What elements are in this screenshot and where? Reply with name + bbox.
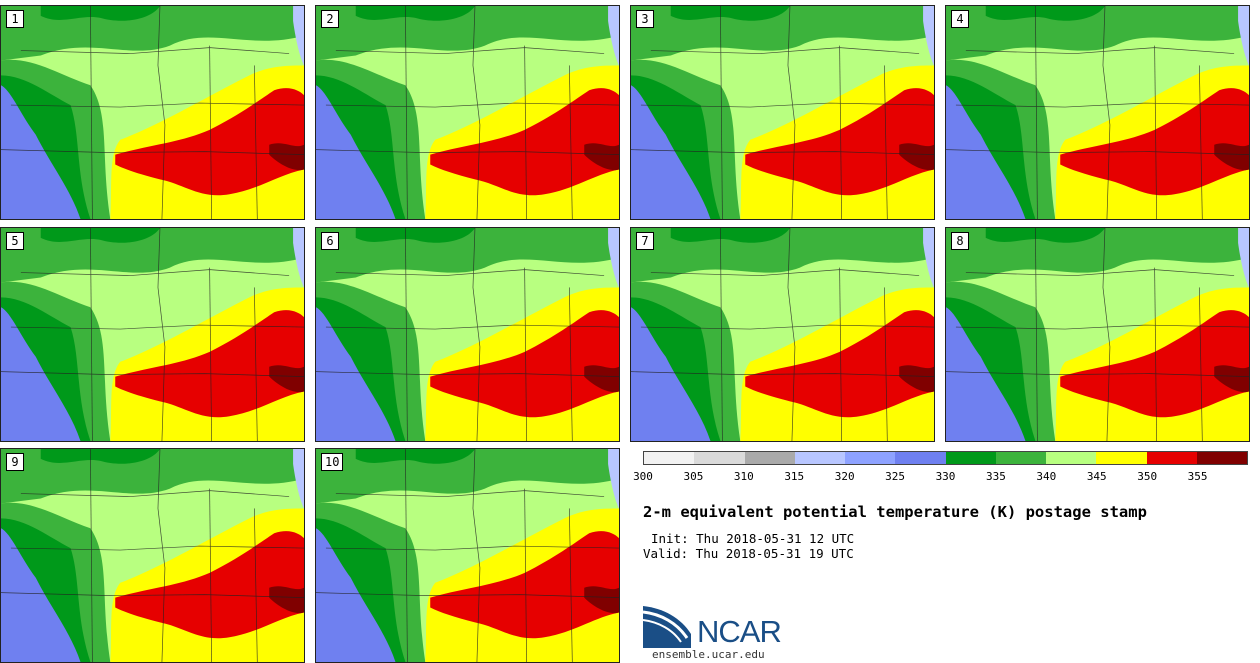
colorbar-segment [744, 452, 795, 464]
member-panel: 4 [945, 5, 1250, 220]
colorbar-segment [694, 452, 745, 464]
member-label: 7 [636, 232, 654, 250]
member-panel: 3 [630, 5, 935, 220]
valid-time: Valid: Thu 2018-05-31 19 UTC [643, 546, 854, 561]
member-label: 9 [6, 453, 24, 471]
ncar-logo-icon [643, 606, 691, 648]
colorbar-tick-label: 325 [885, 470, 906, 483]
website-label: ensemble.ucar.edu [652, 648, 765, 661]
colorbar-segment [644, 452, 695, 464]
colorbar-tick-label: 315 [784, 470, 805, 483]
member-label: 2 [321, 10, 339, 28]
colorbar-tick-label: 310 [733, 470, 754, 483]
map-canvas [1, 449, 304, 662]
colorbar-tick-label: 300 [633, 470, 653, 483]
colorbar [643, 451, 1248, 465]
member-label: 4 [951, 10, 969, 28]
member-label: 8 [951, 232, 969, 250]
colorbar-tick-label: 320 [834, 470, 855, 483]
map-canvas [946, 228, 1249, 441]
member-label: 5 [6, 232, 24, 250]
colorbar-segment [1096, 452, 1147, 464]
colorbar-tick-label: 305 [683, 470, 704, 483]
member-panel: 10 [315, 448, 620, 663]
map-canvas [946, 6, 1249, 219]
init-time: Init: Thu 2018-05-31 12 UTC [651, 531, 855, 546]
figure-title: 2-m equivalent potential temperature (K)… [643, 503, 1147, 521]
map-canvas [316, 449, 619, 662]
colorbar-tick-label: 355 [1187, 470, 1208, 483]
member-panel: 2 [315, 5, 620, 220]
member-panel: 9 [0, 448, 305, 663]
member-label: 10 [321, 453, 344, 471]
ncar-logo-text: NCAR [697, 614, 782, 649]
colorbar-tick-label: 340 [1036, 470, 1057, 483]
member-label: 1 [6, 10, 24, 28]
map-canvas [1, 228, 304, 441]
colorbar-segment [945, 452, 996, 464]
colorbar-tick-label: 330 [935, 470, 956, 483]
colorbar-tick-label: 335 [985, 470, 1006, 483]
map-canvas [1, 6, 304, 219]
member-label: 3 [636, 10, 654, 28]
member-panel: 1 [0, 5, 305, 220]
colorbar-segment [1146, 452, 1197, 464]
member-panel: 7 [630, 227, 935, 442]
colorbar-segment [845, 452, 896, 464]
member-label: 6 [321, 232, 339, 250]
map-canvas [316, 228, 619, 441]
map-canvas [631, 228, 934, 441]
colorbar-segment [895, 452, 946, 464]
colorbar-segment [1196, 452, 1247, 464]
colorbar-segment [1046, 452, 1097, 464]
colorbar-tick-label: 350 [1137, 470, 1158, 483]
colorbar-segment [794, 452, 845, 464]
member-panel: 5 [0, 227, 305, 442]
colorbar-tick-label: 345 [1086, 470, 1107, 483]
map-canvas [316, 6, 619, 219]
member-panel: 6 [315, 227, 620, 442]
map-canvas [631, 6, 934, 219]
colorbar-segment [995, 452, 1046, 464]
member-panel: 8 [945, 227, 1250, 442]
